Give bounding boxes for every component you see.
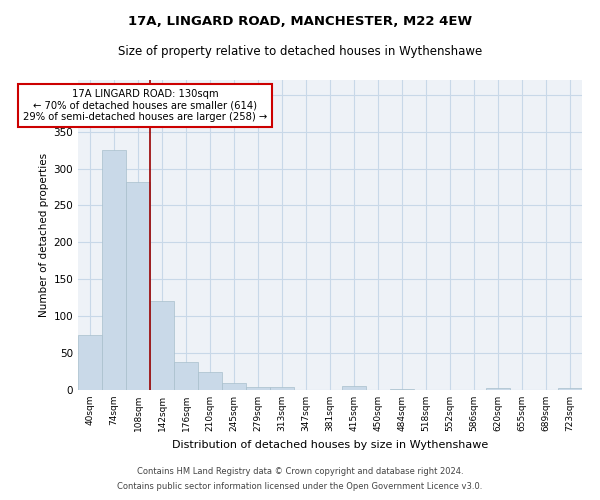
Bar (486, 388, 510, 390)
Text: Size of property relative to detached houses in Wythenshawe: Size of property relative to detached ho… (118, 45, 482, 58)
X-axis label: Distribution of detached houses by size in Wythenshawe: Distribution of detached houses by size … (172, 440, 488, 450)
Text: 17A, LINGARD ROAD, MANCHESTER, M22 4EW: 17A, LINGARD ROAD, MANCHESTER, M22 4EW (128, 15, 472, 28)
Bar (342, 386, 366, 390)
Bar (126, 182, 150, 390)
Text: Contains public sector information licensed under the Open Government Licence v3: Contains public sector information licen… (118, 482, 482, 491)
Bar (150, 302, 174, 390)
Bar (390, 388, 414, 390)
Bar (198, 372, 222, 390)
Text: 17A LINGARD ROAD: 130sqm
← 70% of detached houses are smaller (614)
29% of semi-: 17A LINGARD ROAD: 130sqm ← 70% of detach… (23, 89, 268, 122)
Bar (102, 150, 126, 390)
Bar (558, 388, 582, 390)
Bar (246, 387, 270, 390)
Bar (78, 334, 102, 390)
Y-axis label: Number of detached properties: Number of detached properties (39, 153, 49, 317)
Text: Contains HM Land Registry data © Crown copyright and database right 2024.: Contains HM Land Registry data © Crown c… (137, 467, 463, 476)
Bar (174, 362, 198, 390)
Bar (270, 387, 294, 390)
Bar (222, 382, 246, 390)
